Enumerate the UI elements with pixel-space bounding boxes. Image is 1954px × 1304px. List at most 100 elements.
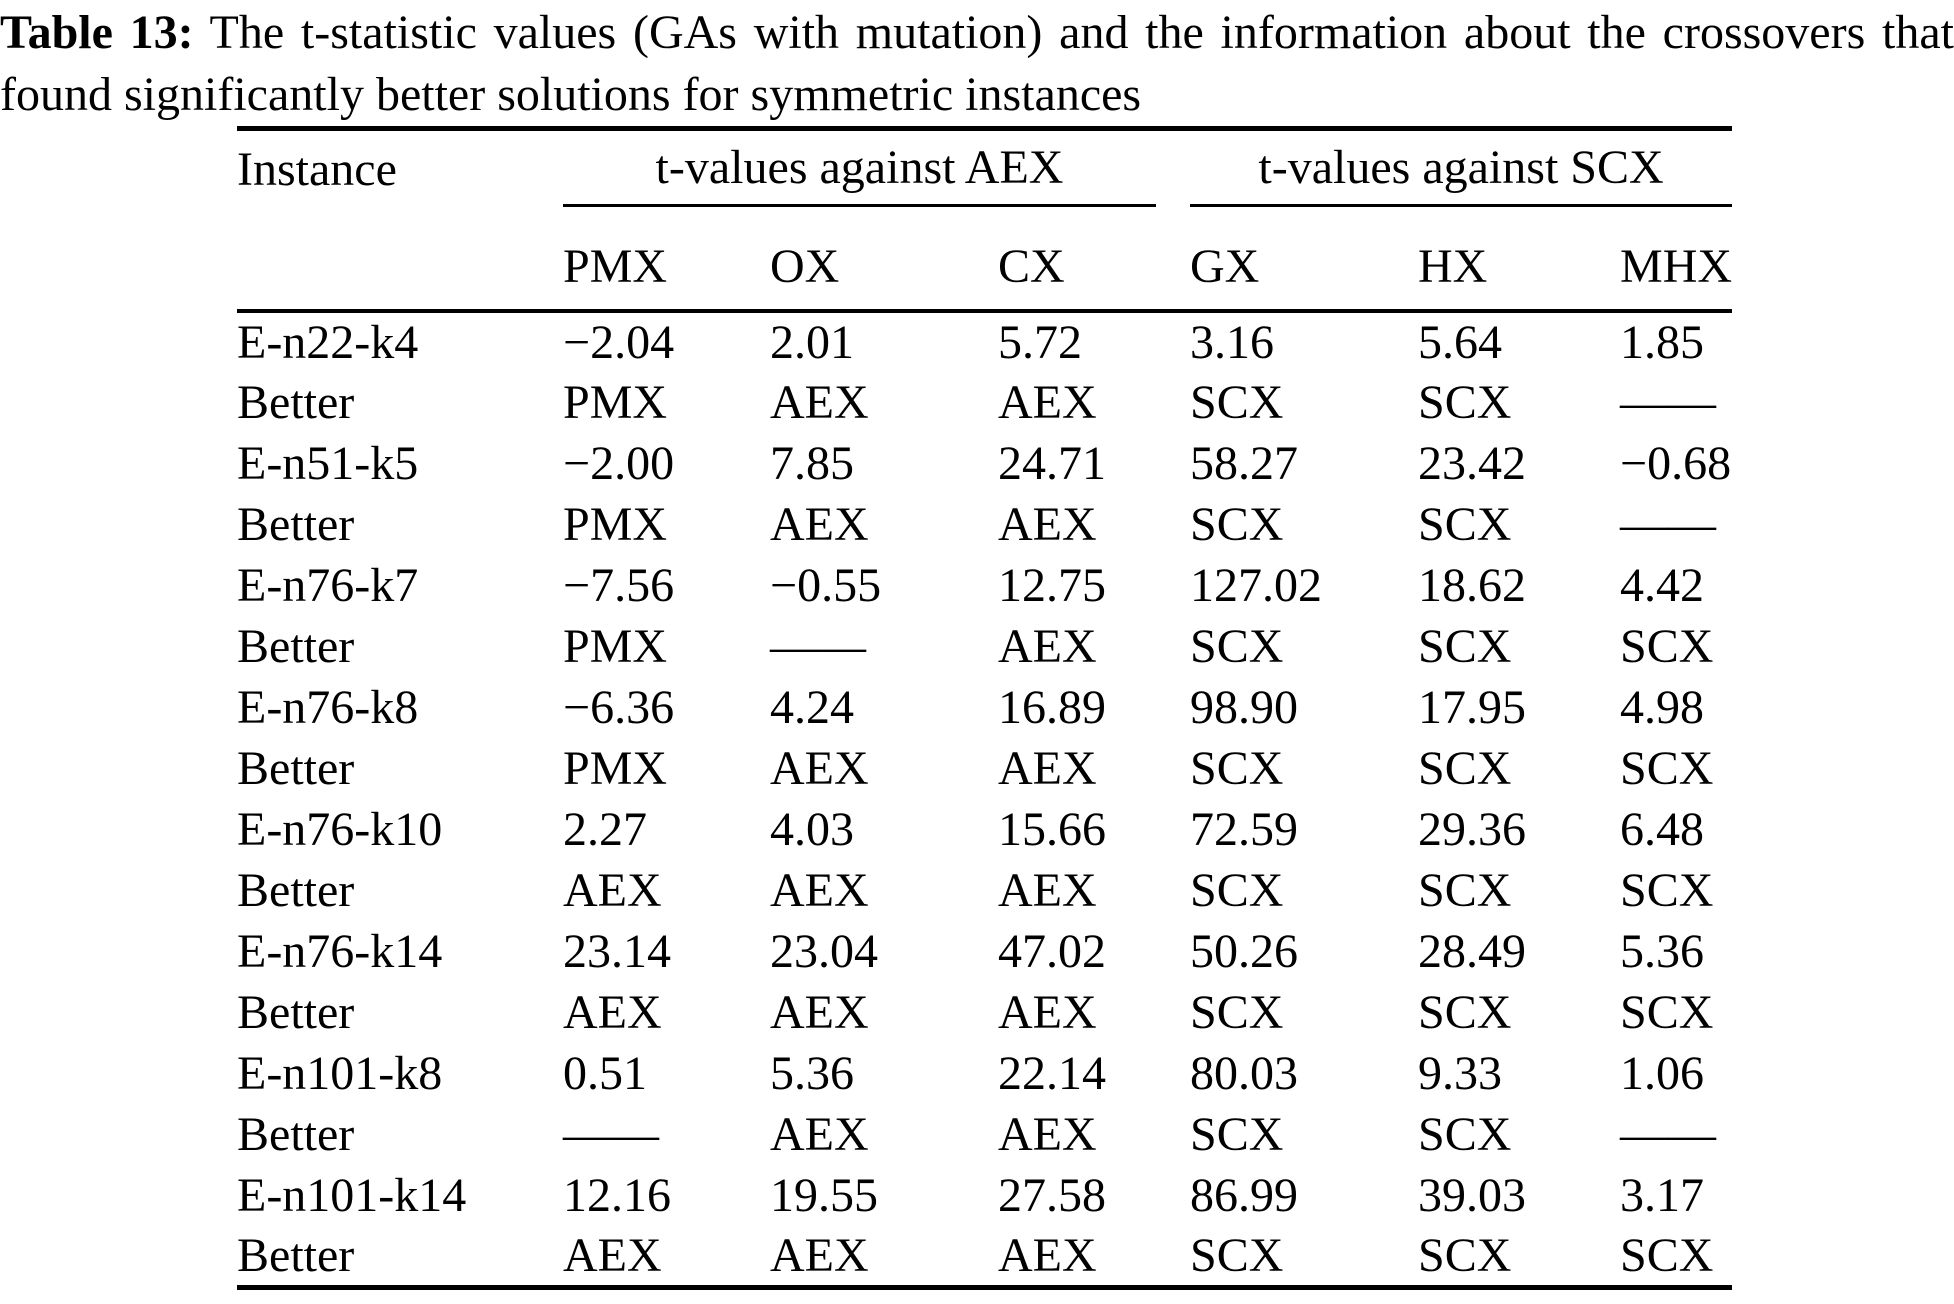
row-label: E-n22-k4 <box>237 316 419 369</box>
value-cell-mhx: SCX <box>1620 986 1714 1039</box>
row-label: E-n101-k14 <box>237 1169 467 1222</box>
column-header-gx: GX <box>1190 239 1260 293</box>
value-cell-pmx: 23.14 <box>563 925 671 978</box>
value-cell-cx: 12.75 <box>998 559 1106 612</box>
value-cell-gx: SCX <box>1190 1228 1284 1282</box>
value-cell-mhx: SCX <box>1620 864 1714 917</box>
value-cell-cx: 47.02 <box>998 925 1106 978</box>
row-label: E-n101-k8 <box>237 1047 443 1100</box>
value-cell-pmx: AEX <box>563 864 662 917</box>
value-cell-pmx: 12.16 <box>563 1169 671 1222</box>
value-cell-gx: 3.16 <box>1190 316 1275 369</box>
table-row: Better PMX AEX AEX SCX SCX —— <box>237 372 1732 433</box>
value-cell-mhx: —— <box>1620 376 1717 429</box>
value-cell-pmx: AEX <box>563 986 662 1039</box>
table-header: Instance t-values against AEX t-values a… <box>237 129 1733 311</box>
row-label: E-n76-k10 <box>237 803 443 856</box>
value-cell-gx: SCX <box>1190 742 1284 795</box>
row-label: E-n76-k8 <box>237 681 419 734</box>
value-cell-ox: 2.01 <box>770 316 854 369</box>
row-label: Better <box>237 1228 355 1282</box>
value-cell-cx: AEX <box>998 742 1097 795</box>
value-cell-hx: SCX <box>1418 986 1512 1039</box>
table-row: E-n101-k8 0.51 5.36 22.14 80.03 9.33 1.0… <box>237 1043 1732 1104</box>
value-cell-hx: 23.42 <box>1418 437 1527 490</box>
value-cell-ox: —— <box>770 620 866 673</box>
value-cell-pmx: −6.36 <box>563 681 675 734</box>
value-cell-hx: 29.36 <box>1418 803 1527 856</box>
caption-label: Table 13: <box>0 6 194 59</box>
value-cell-gx: SCX <box>1190 986 1284 1039</box>
value-cell-gx: 127.02 <box>1190 559 1323 612</box>
table-body: E-n22-k4 −2.04 2.01 5.72 3.16 5.64 1.85 … <box>237 311 1732 1287</box>
value-cell-pmx: −7.56 <box>563 559 675 612</box>
column-header-spacer <box>237 207 563 311</box>
row-label: Better <box>237 620 355 673</box>
value-cell-mhx: 3.17 <box>1620 1169 1705 1222</box>
value-cell-ox: 7.85 <box>770 437 854 490</box>
value-cell-ox: −0.55 <box>770 559 882 612</box>
value-cell-cx: 27.58 <box>998 1169 1106 1222</box>
table-row: Better PMX AEX AEX SCX SCX —— <box>237 494 1732 555</box>
value-cell-hx: SCX <box>1418 1228 1512 1282</box>
table-row: Better AEX AEX AEX SCX SCX SCX <box>237 1226 1732 1287</box>
table-row: E-n101-k14 12.16 19.55 27.58 86.99 39.03… <box>237 1165 1732 1226</box>
value-cell-ox: 19.55 <box>770 1169 878 1222</box>
column-header-cx: CX <box>998 239 1065 293</box>
value-cell-mhx: −0.68 <box>1620 437 1732 490</box>
column-header-hx: HX <box>1418 239 1488 293</box>
table-row: E-n76-k14 23.14 23.04 47.02 50.26 28.49 … <box>237 921 1732 982</box>
value-cell-gx: SCX <box>1190 498 1284 551</box>
value-cell-ox: AEX <box>770 498 869 551</box>
value-cell-hx: 39.03 <box>1418 1169 1527 1222</box>
value-cell-hx: 18.62 <box>1418 559 1527 612</box>
value-cell-hx: SCX <box>1418 376 1512 429</box>
value-cell-hx: 28.49 <box>1418 925 1527 978</box>
value-cell-mhx: 1.06 <box>1620 1047 1705 1100</box>
group-header-row: Instance t-values against AEX t-values a… <box>237 129 1733 207</box>
value-cell-hx: 17.95 <box>1418 681 1527 734</box>
row-label: E-n76-k14 <box>237 925 443 978</box>
value-cell-cx: AEX <box>998 498 1097 551</box>
value-cell-pmx: PMX <box>563 620 668 673</box>
column-header-mhx: MHX <box>1620 239 1733 293</box>
value-cell-mhx: —— <box>1620 498 1717 551</box>
value-cell-gx: 98.90 <box>1190 681 1299 734</box>
value-cell-pmx: PMX <box>563 498 668 551</box>
row-label: E-n76-k7 <box>237 559 419 612</box>
row-label: Better <box>237 376 355 429</box>
value-cell-ox: 4.24 <box>770 681 854 734</box>
table-row: E-n76-k7 −7.56 −0.55 12.75 127.02 18.62 … <box>237 555 1732 616</box>
value-cell-cx: AEX <box>998 620 1097 673</box>
table-row: Better AEX AEX AEX SCX SCX SCX <box>237 982 1732 1043</box>
value-cell-cx: AEX <box>998 376 1097 429</box>
value-cell-ox: AEX <box>770 1228 869 1282</box>
row-label: Better <box>237 742 355 795</box>
value-cell-gx: 72.59 <box>1190 803 1299 856</box>
value-cell-ox: AEX <box>770 986 869 1039</box>
value-cell-cx: AEX <box>998 986 1097 1039</box>
value-cell-hx: SCX <box>1418 498 1512 551</box>
value-cell-mhx: 6.48 <box>1620 803 1705 856</box>
value-cell-cx: AEX <box>998 1108 1097 1161</box>
table-row: Better PMX —— AEX SCX SCX SCX <box>237 616 1732 677</box>
value-cell-ox: 5.36 <box>770 1047 854 1100</box>
column-header-ox: OX <box>770 239 840 293</box>
table-row: E-n76-k10 2.27 4.03 15.66 72.59 29.36 6.… <box>237 799 1732 860</box>
value-cell-ox: 4.03 <box>770 803 854 856</box>
table-row: Better —— AEX AEX SCX SCX —— <box>237 1104 1732 1165</box>
value-cell-mhx: 4.98 <box>1620 681 1705 734</box>
column-header-row: PMX OX CX GX HX MHX <box>237 207 1732 311</box>
caption-text: The t-statistic values (GAs with mutatio… <box>0 6 1954 121</box>
value-cell-pmx: PMX <box>563 376 668 429</box>
column-header-pmx: PMX <box>563 239 668 293</box>
value-cell-pmx: −2.04 <box>563 316 675 369</box>
group-header-aex-label: t-values against AEX <box>563 131 1157 207</box>
value-cell-gx: SCX <box>1190 1108 1284 1161</box>
value-cell-cx: 22.14 <box>998 1047 1106 1100</box>
group-header-scx: t-values against SCX <box>1190 129 1733 207</box>
value-cell-pmx: 2.27 <box>563 803 647 856</box>
table-row: E-n76-k8 −6.36 4.24 16.89 98.90 17.95 4.… <box>237 677 1732 738</box>
t-statistics-table: Instance t-values against AEX t-values a… <box>237 126 1732 1290</box>
value-cell-gx: SCX <box>1190 620 1284 673</box>
